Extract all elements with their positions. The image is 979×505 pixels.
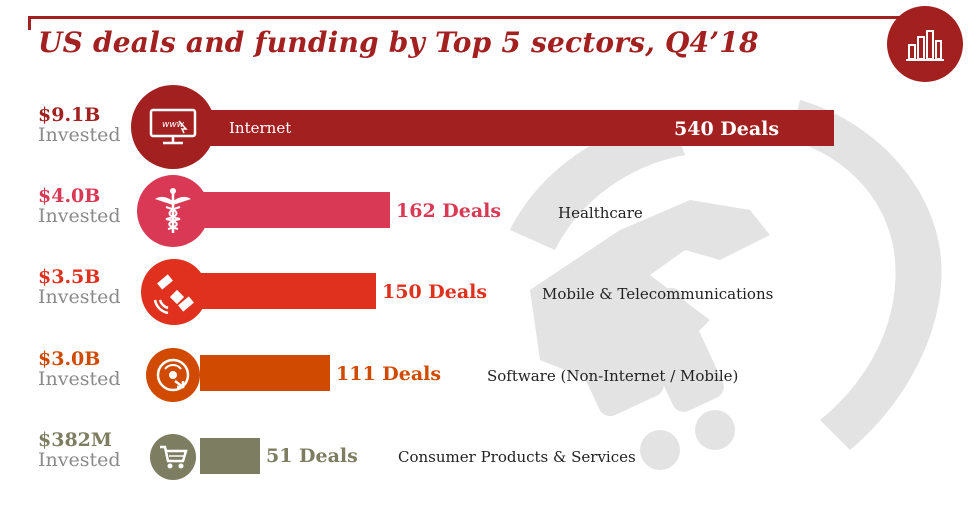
sector-row-healthcare: $4.0B Invested 162 Deals Healthcare <box>0 170 979 250</box>
bar-software <box>200 355 330 391</box>
icon-circle-software <box>146 348 200 402</box>
sector-label-consumer: Consumer Products & Services <box>398 448 636 466</box>
invested-label: Invested <box>38 123 121 146</box>
sector-label-healthcare: Healthcare <box>558 204 643 222</box>
sector-row-consumer: $382M Invested 51 Deals Consumer Product… <box>0 414 979 494</box>
www-monitor-icon: www <box>149 108 197 145</box>
header-rule-tick <box>28 16 31 30</box>
sector-row-software: $3.0B Invested 111 Deals Software (Non-I… <box>0 333 979 413</box>
invested-label: Invested <box>38 204 121 227</box>
deal-count-healthcare: 162 Deals <box>396 200 502 222</box>
bar-internet <box>200 110 834 146</box>
deal-count-mobile: 150 Deals <box>382 281 488 303</box>
deal-count-consumer: 51 Deals <box>266 445 358 467</box>
invested-label: Invested <box>38 285 121 308</box>
bar-chart-icon <box>906 30 944 61</box>
chart-title: US deals and funding by Top 5 sectors, Q… <box>38 26 759 59</box>
sector-row-mobile: $3.5B Invested 150 Deals Mobile & Teleco… <box>0 251 979 331</box>
invested-amount: $4.0B <box>38 185 101 207</box>
sector-label-mobile: Mobile & Telecommunications <box>542 285 774 303</box>
sector-row-internet: $9.1B Invested Internet 540 Deals www <box>0 85 979 169</box>
icon-circle-healthcare <box>137 175 209 247</box>
invested-label: Invested <box>38 367 121 390</box>
bar-consumer <box>200 438 260 474</box>
deal-count-software: 111 Deals <box>336 363 442 385</box>
bar-healthcare <box>200 192 390 228</box>
sector-label-software: Software (Non-Internet / Mobile) <box>487 367 739 385</box>
shopping-cart-icon <box>160 445 188 469</box>
invested-amount: $3.5B <box>38 266 101 288</box>
bar-mobile <box>200 273 376 309</box>
icon-circle-internet: www <box>131 85 215 169</box>
satellite-icon <box>153 274 194 314</box>
sector-label-internet: Internet <box>229 119 292 137</box>
header-rule <box>28 16 906 19</box>
sector-badge <box>887 6 963 82</box>
icon-circle-consumer <box>150 434 196 480</box>
caduceus-icon <box>155 188 191 233</box>
software-disc-icon <box>156 358 190 392</box>
invested-amount: $9.1B <box>38 104 101 126</box>
invested-amount: $3.0B <box>38 348 101 370</box>
invested-amount: $382M <box>38 429 112 451</box>
deal-count-internet: 540 Deals <box>674 118 780 140</box>
invested-label: Invested <box>38 448 121 471</box>
icon-circle-mobile <box>141 259 207 325</box>
svg-text:www: www <box>162 120 185 130</box>
handshake-watermark <box>510 100 942 470</box>
